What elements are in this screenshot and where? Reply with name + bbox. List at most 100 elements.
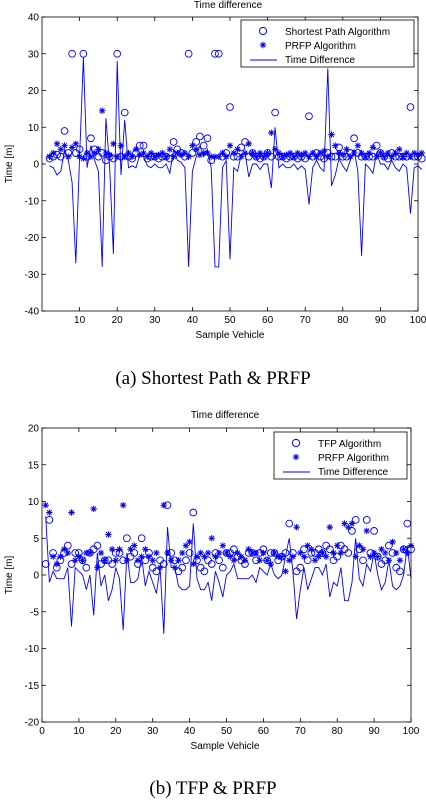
data-point-star bbox=[78, 556, 87, 564]
data-point-circle bbox=[192, 138, 201, 146]
data-point-circle bbox=[380, 152, 389, 161]
data-point-star bbox=[348, 519, 356, 528]
chart-b-legend: TFP Algorithm PRFP Algorithm Time Differ… bbox=[273, 431, 408, 480]
data-point-circle bbox=[370, 527, 378, 535]
data-point-star bbox=[128, 152, 136, 161]
data-point-star bbox=[342, 145, 351, 153]
data-point-circle bbox=[230, 545, 238, 554]
data-point-circle bbox=[322, 541, 330, 550]
data-point-star bbox=[178, 549, 186, 557]
data-point-circle bbox=[159, 560, 168, 568]
data-point-circle bbox=[71, 549, 80, 557]
x-tick-label: 30 bbox=[149, 315, 161, 326]
data-point-star bbox=[94, 145, 103, 153]
data-point-star bbox=[388, 538, 397, 546]
y-tick-label: -30 bbox=[25, 270, 40, 281]
y-tick-label: 0 bbox=[33, 571, 39, 582]
data-point-star bbox=[215, 549, 223, 557]
data-point-circle bbox=[178, 563, 187, 572]
data-point-star bbox=[327, 130, 336, 139]
series-line-time-difference bbox=[49, 57, 423, 268]
data-point-circle bbox=[188, 149, 197, 157]
y-tick-label: 5 bbox=[33, 534, 39, 545]
data-point-star bbox=[230, 556, 238, 564]
data-point-circle bbox=[120, 108, 129, 117]
x-tick-label: 20 bbox=[112, 315, 124, 326]
data-point-star bbox=[45, 508, 54, 517]
chart-b-legend-label-2: PRFP Algorithm bbox=[318, 453, 389, 464]
data-point-circle bbox=[218, 563, 227, 572]
chart-a: Time difference -40 -30 -20 -10 0 10 20 30 40 10 2… bbox=[4, 0, 426, 389]
data-point-circle bbox=[68, 49, 76, 58]
data-point-star bbox=[56, 552, 65, 561]
data-point-circle bbox=[93, 541, 102, 550]
chart-a-legend-label-1: Shortest Path Algorithm bbox=[285, 27, 390, 38]
data-point-circle bbox=[78, 556, 87, 565]
data-point-star bbox=[166, 145, 174, 153]
chart-a-ylabel: Time [m] bbox=[4, 145, 15, 184]
data-point-star bbox=[152, 549, 161, 557]
data-point-circle bbox=[207, 560, 216, 568]
data-point-circle bbox=[100, 556, 109, 565]
data-point-star bbox=[329, 549, 338, 557]
data-point-circle bbox=[60, 127, 69, 135]
data-point-star bbox=[101, 556, 109, 564]
data-point-circle bbox=[399, 152, 407, 161]
data-point-star bbox=[403, 549, 412, 557]
data-point-circle bbox=[348, 527, 356, 535]
data-point-circle bbox=[300, 545, 308, 554]
x-tick-label: 80 bbox=[337, 315, 349, 326]
y-tick-label: 10 bbox=[28, 497, 40, 508]
data-point-star bbox=[300, 552, 308, 561]
data-point-star bbox=[174, 556, 183, 564]
chart-a-legend: Shortest Path Algorithm PRFP Algorithm T… bbox=[240, 19, 415, 68]
x-tick-label: 30 bbox=[147, 726, 159, 737]
data-point-circle bbox=[56, 152, 65, 161]
data-point-star bbox=[79, 154, 88, 163]
data-point-star bbox=[307, 545, 316, 553]
y-tick-label: -10 bbox=[25, 196, 40, 207]
data-point-star bbox=[97, 549, 105, 557]
data-point-star bbox=[64, 549, 72, 557]
data-point-circle bbox=[79, 49, 88, 58]
data-point-star bbox=[141, 545, 150, 553]
data-point-star bbox=[263, 149, 272, 157]
data-point-circle bbox=[252, 152, 261, 161]
data-point-star bbox=[149, 556, 157, 564]
chart-a-xlabel: Sample Vehicle bbox=[196, 330, 265, 341]
data-point-circle bbox=[148, 563, 157, 572]
x-tick-label: 40 bbox=[187, 315, 199, 326]
data-point-circle bbox=[362, 516, 371, 524]
data-point-circle bbox=[184, 49, 193, 58]
data-point-circle bbox=[350, 134, 358, 143]
data-point-star bbox=[333, 541, 341, 550]
data-point-circle bbox=[222, 549, 231, 557]
legend-star-marker bbox=[292, 453, 300, 461]
chart-a-legend-label-3: Time Difference bbox=[285, 55, 355, 66]
data-point-circle bbox=[199, 141, 208, 150]
data-point-circle bbox=[82, 563, 91, 572]
data-point-circle bbox=[331, 152, 340, 161]
data-point-star bbox=[67, 508, 76, 517]
data-point-circle bbox=[385, 541, 393, 550]
data-point-circle bbox=[305, 112, 313, 121]
data-point-circle bbox=[63, 541, 72, 550]
data-point-circle bbox=[226, 103, 234, 111]
chart-a-caption: (a) Shortest Path & PRFP bbox=[115, 368, 310, 389]
data-point-star bbox=[105, 151, 114, 159]
chart-b-ylabel: Time [m] bbox=[4, 556, 15, 595]
data-point-circle bbox=[318, 549, 327, 557]
x-tick-label: 10 bbox=[73, 726, 85, 737]
data-point-star bbox=[184, 152, 193, 161]
chart-a-title: Time difference bbox=[194, 0, 263, 11]
y-tick-label: -15 bbox=[25, 681, 40, 692]
data-point-circle bbox=[290, 152, 298, 161]
data-point-star bbox=[369, 143, 377, 152]
data-point-circle bbox=[333, 552, 342, 561]
data-point-circle bbox=[102, 156, 110, 165]
data-point-circle bbox=[135, 141, 144, 150]
data-point-circle bbox=[344, 549, 353, 557]
data-point-circle bbox=[162, 152, 170, 161]
y-tick-label: -5 bbox=[30, 607, 39, 618]
data-point-star bbox=[252, 549, 260, 557]
